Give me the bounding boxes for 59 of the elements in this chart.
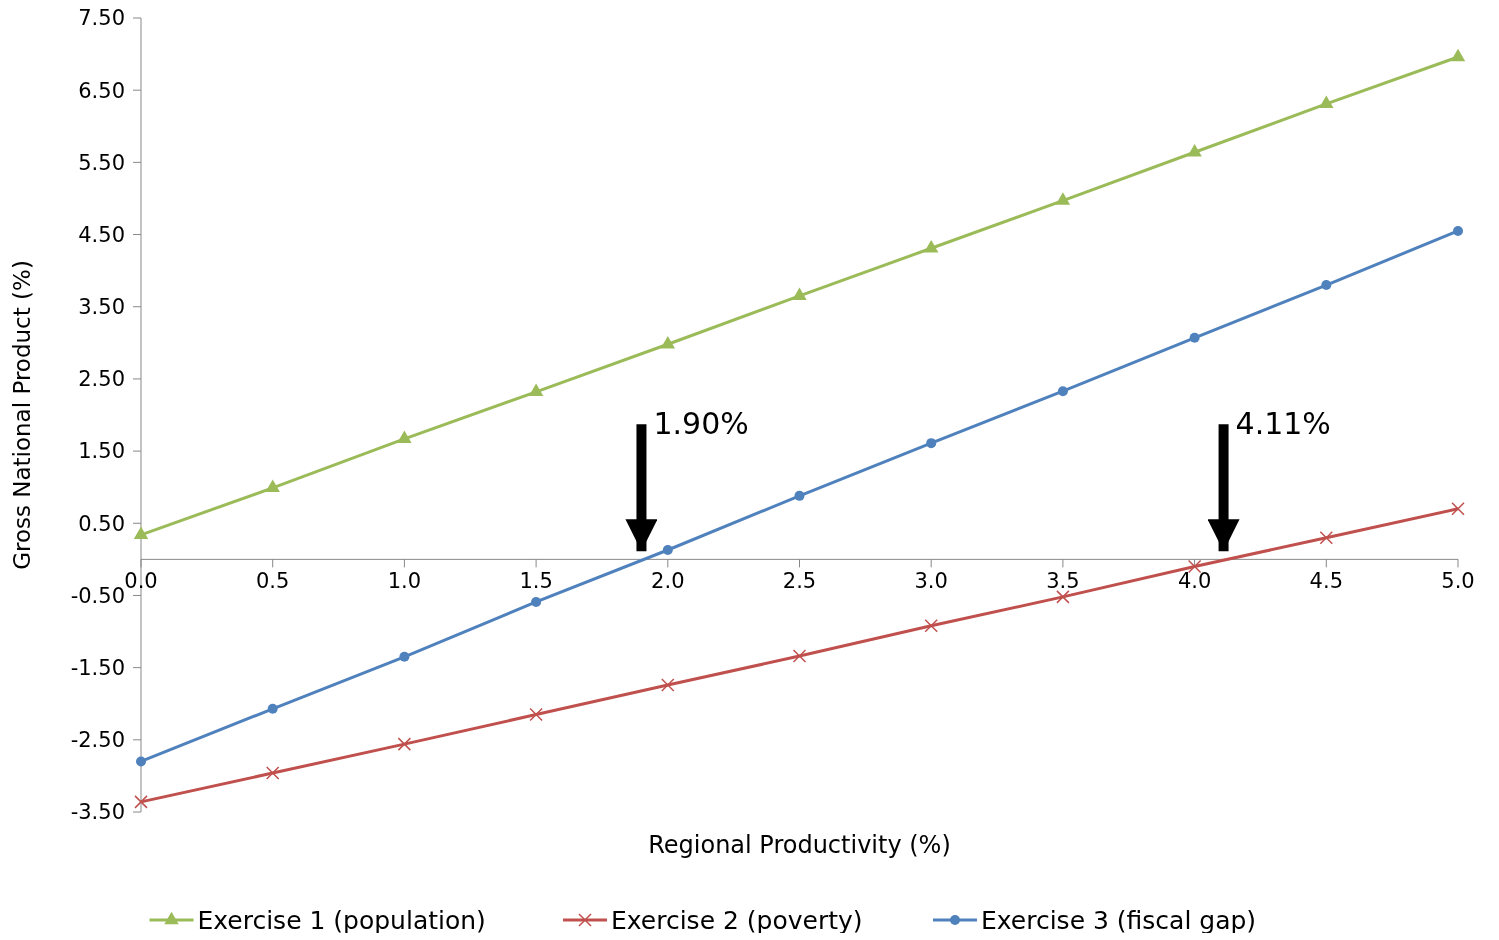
point <box>792 649 807 663</box>
point <box>136 756 146 767</box>
y-tick-label: 0.50 <box>78 511 125 536</box>
x-tick-label: 1.5 <box>519 569 553 594</box>
point <box>1057 386 1068 397</box>
x-tick-label: 2.0 <box>651 569 685 594</box>
point <box>528 383 544 397</box>
point <box>133 526 149 539</box>
point <box>134 795 148 809</box>
point <box>265 479 280 493</box>
annotation: 1.90% <box>653 406 749 442</box>
y-tick-label: 4.50 <box>78 222 125 247</box>
y-tick-label: -1.50 <box>70 655 125 680</box>
point <box>1187 143 1202 157</box>
point <box>1451 502 1465 516</box>
y-tick-label: -2.50 <box>70 728 125 753</box>
y-tick-label: 6.50 <box>78 78 125 103</box>
point <box>1321 280 1332 291</box>
y-axis-title: Gross National Product (%) <box>9 260 35 570</box>
x-axis-title: Regional Productivity (%) <box>648 831 951 859</box>
point <box>661 678 675 692</box>
x-tick-label: 1.0 <box>387 569 422 594</box>
point <box>1189 332 1200 343</box>
point <box>1453 225 1463 236</box>
y-tick-label: -3.50 <box>70 800 125 825</box>
point <box>531 596 542 607</box>
point <box>529 707 543 722</box>
point <box>1450 48 1466 62</box>
point <box>923 239 939 253</box>
point <box>399 651 410 662</box>
x-tick-label: 4.5 <box>1309 569 1343 594</box>
y-tick-label: 3.50 <box>78 295 125 320</box>
point <box>1055 192 1071 205</box>
x-tick-label: 2.5 <box>782 569 817 594</box>
y-tick-label: 1.50 <box>78 439 125 464</box>
point <box>265 766 280 780</box>
x-tick-label: 5.0 <box>1441 569 1475 594</box>
y-tick-label: 2.50 <box>78 367 125 392</box>
y-tick-label: 7.50 <box>78 6 125 31</box>
y-tick-label: -0.50 <box>70 583 125 608</box>
point <box>267 703 278 714</box>
point <box>1056 590 1070 604</box>
point <box>397 430 412 443</box>
point <box>924 619 938 633</box>
point <box>1319 95 1334 109</box>
point <box>794 490 805 501</box>
point <box>1319 530 1334 545</box>
x-tick-label: 3.5 <box>1046 569 1080 594</box>
point <box>660 335 676 349</box>
x-tick-label: 3.0 <box>914 569 948 594</box>
y-tick-label: 5.50 <box>78 150 125 175</box>
point <box>662 544 673 555</box>
point <box>926 438 937 449</box>
x-tick-label: 0.5 <box>256 569 290 594</box>
point <box>792 287 807 301</box>
x-tick-label: 4.0 <box>1177 569 1212 594</box>
annotation: 4.11% <box>1235 406 1331 442</box>
point <box>397 737 412 751</box>
x-tick-label: 0.0 <box>124 569 158 594</box>
